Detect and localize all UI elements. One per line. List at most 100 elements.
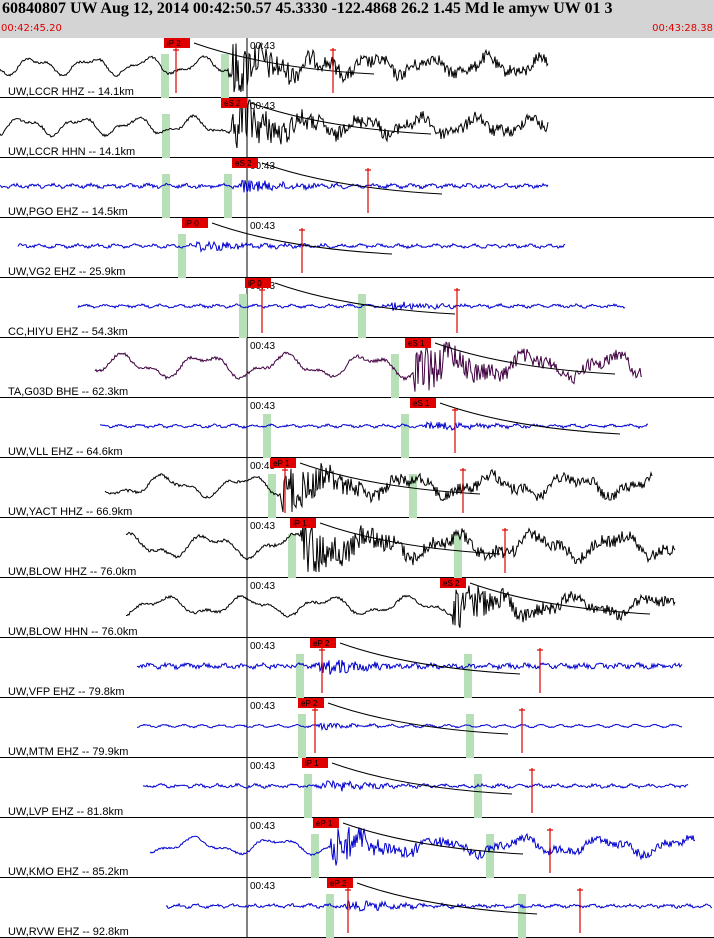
pick-window	[161, 54, 169, 98]
moveout-curve	[274, 282, 456, 315]
pick-window	[298, 714, 306, 758]
trace-row[interactable]: 00:43 iP 1 UW,LVP EHZ -- 81.8km	[0, 758, 714, 818]
pick-window	[474, 774, 482, 818]
waveform	[137, 722, 683, 732]
pick-window	[409, 474, 417, 518]
pick-label-box[interactable]	[290, 518, 316, 528]
moveout-curve	[356, 882, 538, 915]
minute-tick-label: 00:43	[250, 41, 275, 52]
pick-window	[288, 534, 296, 578]
waveform	[104, 463, 653, 513]
station-label: UW,LCCR HHZ -- 14.1km	[8, 86, 134, 98]
minute-tick-label: 00:43	[250, 161, 275, 172]
pick-window	[268, 474, 276, 518]
moveout-curve	[327, 702, 509, 735]
pick-window	[358, 294, 366, 338]
minute-tick-label: 00:43	[250, 341, 275, 352]
event-title: 60840807 UW Aug 12, 2014 00:42:50.57 45.…	[2, 0, 613, 17]
waveform	[0, 99, 549, 149]
pick-label: eS 1	[413, 399, 430, 408]
minute-tick-label: 00:43	[250, 821, 275, 832]
pick-window	[518, 894, 526, 938]
pick-label-box[interactable]	[232, 158, 258, 168]
pick-label-box[interactable]	[221, 98, 247, 108]
pick-label: eS 2	[224, 99, 241, 108]
pick-window	[326, 894, 334, 938]
moveout-curve	[469, 582, 651, 615]
trace-row[interactable]: 00:43 iP 1 UW,BLOW HHZ -- 76.0km	[0, 518, 714, 578]
pick-label: eS 2	[443, 579, 460, 588]
trace-row[interactable]: 00:43 eP 2 UW,RVW EHZ -- 92.8km	[0, 878, 714, 938]
waveform	[125, 585, 676, 628]
pick-label-box[interactable]	[310, 638, 336, 648]
pick-window	[391, 354, 399, 398]
minute-tick-label: 00:43	[250, 881, 275, 892]
pick-window	[464, 654, 472, 698]
pick-label-box[interactable]	[245, 278, 271, 288]
pick-label-box[interactable]	[182, 218, 208, 228]
minute-tick-label: 00:43	[250, 221, 275, 232]
start-time: 00:42:45.20	[1, 23, 62, 34]
trace-row[interactable]: 00:43 eP 1 UW,KMO EHZ -- 85.2km	[0, 818, 714, 878]
station-label: UW,VFP EHZ -- 79.8km	[8, 686, 125, 698]
pick-window	[239, 294, 247, 338]
minute-tick-label: 00:43	[250, 701, 275, 712]
pick-label-box[interactable]	[270, 458, 296, 468]
pick-window	[454, 534, 462, 578]
minute-tick-label: 00:43	[250, 521, 275, 532]
minute-tick-label: 00:43	[250, 641, 275, 652]
trace-row[interactable]: 00:43 iP 0 UW,VG2 EHZ -- 25.9km	[0, 218, 714, 278]
pick-window	[178, 234, 186, 278]
station-label: UW,LCCR HHN -- 14.1km	[8, 146, 135, 158]
station-label: UW,BLOW HHN -- 76.0km	[8, 626, 138, 638]
trace-row[interactable]: 00:43 eS 2 UW,BLOW HHN -- 76.0km	[0, 578, 714, 638]
waveform	[125, 519, 676, 573]
pick-label-box[interactable]	[327, 878, 353, 888]
pick-label: eS 1	[408, 339, 425, 348]
waveform	[17, 240, 566, 253]
waveform	[77, 301, 626, 311]
pick-label-box[interactable]	[302, 758, 328, 768]
moveout-curve	[193, 42, 375, 75]
pick-label-box[interactable]	[410, 398, 436, 408]
waveform	[0, 41, 549, 93]
trace-row[interactable]: 00:43 iP 2 UW,LCCR HHZ -- 14.1km	[0, 38, 714, 98]
trace-row[interactable]: 00:43 eP 2 UW,MTM EHZ -- 79.9km	[0, 698, 714, 758]
station-label: UW,MTM EHZ -- 79.9km	[8, 746, 128, 758]
moveout-curve	[339, 642, 521, 675]
waveform	[165, 898, 713, 912]
waveform	[136, 659, 683, 675]
trace-row[interactable]: 00:43 eS 1 TA,G03D BHE -- 62.3km	[0, 338, 714, 398]
pick-label-box[interactable]	[298, 698, 324, 708]
pick-label: iP 0	[248, 279, 262, 288]
pick-window	[263, 414, 271, 458]
pick-label-box[interactable]	[440, 578, 466, 588]
moveout-curve	[434, 342, 616, 375]
trace-row[interactable]: 00:43 eP 2 UW,VFP EHZ -- 79.8km	[0, 638, 714, 698]
pick-window	[311, 834, 319, 878]
header-bar: 60840807 UW Aug 12, 2014 00:42:50.57 45.…	[0, 0, 714, 38]
trace-row[interactable]: 00:43 eS 1 UW,VLL EHZ -- 64.6km	[0, 398, 714, 458]
station-label: UW,KMO EHZ -- 85.2km	[8, 866, 128, 878]
minute-tick-label: 00:43	[250, 461, 275, 472]
station-label: UW,LVP EHZ -- 81.8km	[8, 806, 123, 818]
moveout-curve	[331, 762, 513, 795]
pick-window	[304, 774, 312, 818]
pick-window	[296, 654, 304, 698]
waveform	[94, 341, 642, 392]
minute-tick-label: 00:43	[250, 401, 275, 412]
pick-label: eP 2	[313, 639, 330, 648]
end-time: 00:43:28.38	[652, 23, 713, 34]
pick-window	[486, 834, 494, 878]
station-label: TA,G03D BHE -- 62.3km	[8, 386, 128, 398]
waveform	[0, 180, 549, 194]
station-label: UW,PGO EHZ -- 14.5km	[8, 206, 128, 218]
pick-label-box[interactable]	[313, 818, 339, 828]
pick-label-box[interactable]	[405, 338, 431, 348]
pick-label-box[interactable]	[164, 38, 190, 48]
